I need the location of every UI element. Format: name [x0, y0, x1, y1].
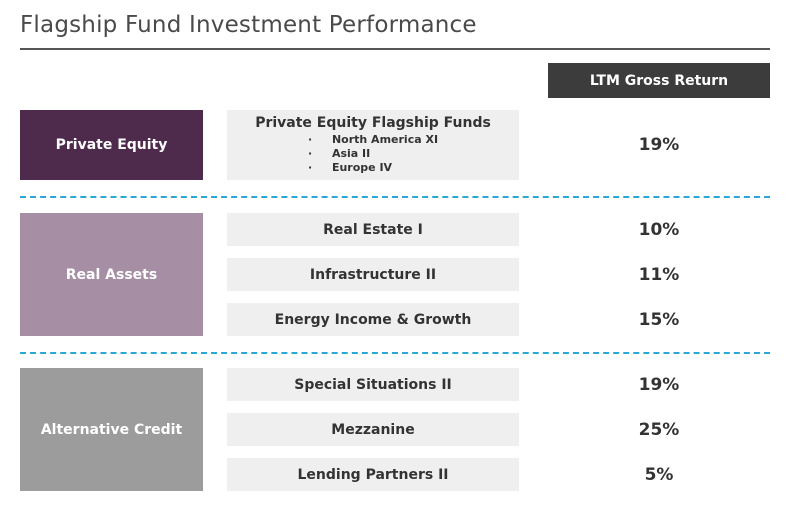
fund-sub-label: Europe IV: [331, 161, 393, 174]
fund-sub-item: · Asia II: [308, 147, 438, 161]
fund-row-real-estate: Real Estate I: [227, 213, 519, 246]
fund-row-infrastructure: Infrastructure II: [227, 258, 519, 291]
group-real-assets: Real Assets: [20, 213, 203, 336]
fund-sub-label: Asia II: [331, 147, 371, 160]
ltm-gross-return-header: LTM Gross Return: [548, 63, 770, 98]
title-divider: [20, 48, 770, 50]
fund-sub-item: · Europe IV: [308, 161, 438, 175]
bullet-icon: ·: [307, 147, 313, 160]
fund-sub-item: · North America XI: [308, 133, 438, 147]
fund-row-lending-partners: Lending Partners II: [227, 458, 519, 491]
return-value: 19%: [638, 374, 680, 395]
return-value: 5%: [644, 464, 674, 485]
group-alternative-credit: Alternative Credit: [20, 368, 203, 491]
fund-name: Private Equity Flagship Funds: [255, 115, 491, 131]
fund-row-energy-income: Energy Income & Growth: [227, 303, 519, 336]
fund-row-special-situations: Special Situations II: [227, 368, 519, 401]
return-value: 11%: [638, 264, 680, 285]
fund-row-private-equity-flagship: Private Equity Flagship Funds · North Ame…: [227, 110, 519, 180]
return-value: 15%: [638, 309, 680, 330]
return-value: 10%: [638, 219, 680, 240]
return-value: 19%: [638, 135, 680, 155]
group-private-equity: Private Equity: [20, 110, 203, 180]
bullet-icon: ·: [307, 161, 313, 174]
section-separator: [20, 196, 770, 198]
bullet-icon: ·: [307, 133, 313, 146]
return-value: 25%: [638, 419, 680, 440]
fund-sublist: · North America XI · Asia II · Europe IV: [308, 133, 438, 175]
page-title: Flagship Fund Investment Performance: [20, 12, 477, 38]
fund-row-mezzanine: Mezzanine: [227, 413, 519, 446]
section-separator: [20, 352, 770, 354]
fund-sub-label: North America XI: [331, 133, 439, 146]
